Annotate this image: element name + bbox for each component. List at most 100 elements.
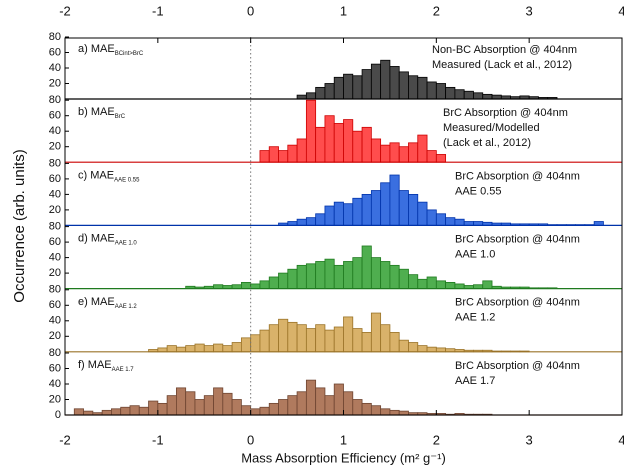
bar (417, 345, 428, 353)
panel-label: f) MAEAAE 1.7 (78, 359, 134, 373)
bar (333, 201, 344, 226)
panel-label-main: e) MAE (78, 296, 115, 308)
bar (389, 174, 400, 226)
annotation: AAE 1.7 (455, 375, 495, 387)
bar (380, 408, 391, 416)
bar (315, 324, 326, 353)
bar (324, 329, 335, 353)
bar (426, 81, 437, 100)
bar (185, 391, 196, 416)
bar (370, 138, 382, 163)
y-tick-label: 80 (49, 31, 61, 43)
bar (426, 346, 437, 353)
y-tick-label: 40 (49, 315, 61, 327)
x-tick-label: 0 (247, 3, 254, 18)
bar (361, 245, 372, 290)
bar (380, 59, 391, 100)
y-tick-label: 40 (49, 125, 61, 137)
y-tick-label: 20 (49, 77, 61, 89)
bar (435, 83, 447, 100)
bar (352, 399, 363, 416)
bar (203, 345, 214, 353)
panel-label-sub: BrC (115, 114, 126, 120)
bar (343, 203, 354, 226)
bar (454, 218, 465, 226)
bar (343, 73, 354, 100)
panel-label-sub: AAE 1.0 (115, 240, 138, 246)
x-axis-label: Mass Absorption Efficiency (m² g⁻¹) (241, 450, 446, 465)
bar (482, 280, 493, 290)
bar (370, 63, 382, 100)
bar (73, 408, 84, 416)
x-tick-label: 0 (247, 432, 254, 447)
bar (389, 332, 400, 353)
annotation: BrC Absorption @ 404nm (455, 360, 580, 372)
panel-label: c) MAEAAE 0.55 (78, 169, 140, 183)
annotation: AAE 1.2 (455, 312, 495, 324)
bar (408, 142, 419, 163)
x-tick-label: 4 (618, 432, 624, 447)
bar (370, 312, 382, 353)
bar (370, 257, 382, 290)
panel-label-main: b) MAE (78, 106, 115, 118)
bar (352, 197, 363, 226)
bar (352, 328, 363, 353)
y-tick-label: 40 (49, 378, 61, 390)
bar (361, 332, 372, 353)
bar (417, 76, 428, 100)
bar (333, 326, 344, 353)
bar (343, 316, 354, 353)
y-tick-label: 20 (49, 204, 61, 216)
bar (268, 146, 279, 163)
bar (473, 92, 484, 100)
bar (380, 144, 391, 163)
bar (166, 395, 177, 416)
y-tick-label: 60 (49, 299, 61, 311)
bar (352, 130, 363, 163)
y-tick-label: 40 (49, 62, 61, 74)
annotation: Measured (Lack et al., 2012) (432, 59, 572, 71)
bar (426, 150, 437, 163)
bar (213, 387, 224, 416)
bar (278, 150, 289, 163)
bar (120, 406, 131, 416)
bar (315, 387, 326, 416)
bar (370, 190, 382, 226)
x-tick-label: 2 (433, 432, 440, 447)
bar (324, 258, 335, 289)
bar (324, 205, 335, 226)
bar (343, 119, 354, 163)
bar (305, 379, 317, 416)
panel-label-sub: AAE 0.55 (114, 177, 140, 183)
bar (296, 391, 307, 416)
panel-label-main: d) MAE (78, 233, 115, 245)
bar (361, 69, 372, 100)
y-tick-label: 40 (49, 188, 61, 200)
bar (361, 402, 372, 416)
bar (231, 342, 242, 353)
bar (389, 66, 400, 100)
bar (324, 395, 335, 416)
panel-label-sub: AAE 1.7 (112, 367, 135, 373)
bar (315, 261, 326, 290)
bar (259, 150, 270, 163)
bar (454, 89, 465, 100)
bar (250, 408, 261, 416)
bar (296, 138, 307, 163)
bar (454, 283, 465, 290)
y-tick-label: 20 (49, 267, 61, 279)
bar (278, 318, 289, 353)
y-tick-label: 60 (49, 46, 61, 58)
bar (435, 280, 447, 290)
bar (296, 264, 307, 290)
bar (417, 278, 428, 289)
bar (203, 395, 214, 416)
bar (259, 329, 270, 353)
bar (231, 399, 242, 416)
bar (380, 261, 391, 290)
bar (268, 402, 279, 416)
bar (417, 134, 428, 163)
bar (278, 272, 289, 290)
bar (333, 264, 344, 290)
x-tick-label: -1 (152, 3, 164, 18)
